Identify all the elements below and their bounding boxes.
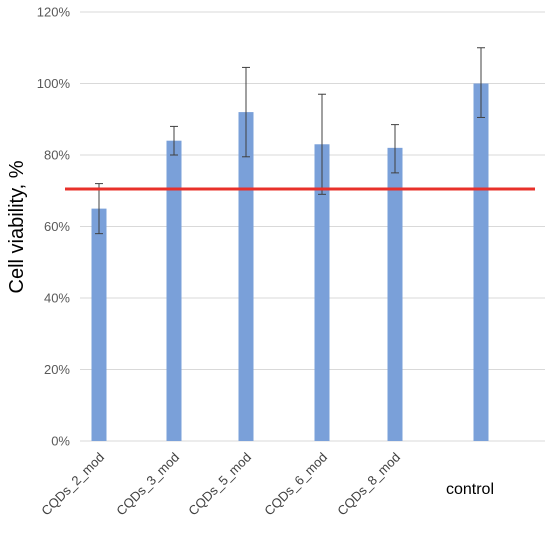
x-category-label: control <box>446 481 494 498</box>
y-tick-label: 0% <box>51 434 70 449</box>
y-axis-ticks: 0% 20% 40% 60% 80% 100% 120% <box>37 5 71 449</box>
y-tick-label: 120% <box>37 5 71 20</box>
x-category-label: CQDs_3_mod <box>113 450 182 519</box>
y-tick-label: 80% <box>44 148 70 163</box>
x-category-label: CQDs_2_mod <box>38 450 107 519</box>
bar <box>473 83 489 441</box>
y-tick-label: 40% <box>44 291 70 306</box>
bars <box>91 83 489 441</box>
bar <box>91 208 107 441</box>
x-category-label: CQDs_8_mod <box>334 450 403 519</box>
y-tick-label: 20% <box>44 362 70 377</box>
gridlines <box>80 11 545 442</box>
y-tick-label: 100% <box>37 76 71 91</box>
x-axis-categories: CQDs_2_mod CQDs_3_mod CQDs_5_mod CQDs_6_mod… <box>38 450 494 519</box>
bar <box>166 140 182 441</box>
y-tick-label: 60% <box>44 219 70 234</box>
y-axis-title: Cell viability, % <box>6 160 28 293</box>
x-category-label: CQDs_6_mod <box>261 450 330 519</box>
bar <box>387 147 403 441</box>
error-bars <box>95 47 485 235</box>
bar <box>238 112 254 441</box>
x-category-label: CQDs_5_mod <box>185 450 254 519</box>
bar <box>314 144 330 441</box>
